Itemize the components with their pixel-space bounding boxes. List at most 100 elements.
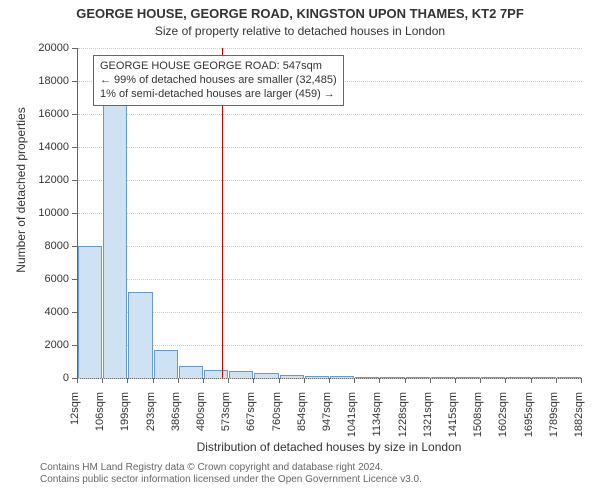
y-tick-label: 8000	[0, 240, 69, 252]
x-tick-label: 1041sqm	[346, 392, 358, 447]
property-size-histogram: GEORGE HOUSE, GEORGE ROAD, KINGSTON UPON…	[0, 0, 600, 500]
attribution-line2: Contains public sector information licen…	[40, 474, 422, 486]
y-tick	[72, 345, 77, 346]
annotation-line: GEORGE HOUSE GEORGE ROAD: 547sqm	[100, 60, 337, 74]
y-tick-label: 0	[0, 372, 69, 384]
annotation-line: 1% of semi-detached houses are larger (4…	[100, 88, 337, 102]
annotation-box: GEORGE HOUSE GEORGE ROAD: 547sqm← 99% of…	[93, 55, 344, 106]
x-tick-label: 1508sqm	[472, 392, 484, 447]
chart-subtitle: Size of property relative to detached ho…	[0, 24, 600, 38]
y-tick	[72, 81, 77, 82]
x-tick-label: 1228sqm	[397, 392, 409, 447]
grid-line	[78, 345, 582, 346]
grid-line	[78, 147, 582, 148]
x-tick	[279, 378, 280, 383]
grid-line	[78, 246, 582, 247]
y-tick-label: 18000	[0, 75, 69, 87]
histogram-bar	[254, 373, 278, 378]
histogram-bar	[406, 377, 430, 378]
y-tick-label: 6000	[0, 273, 69, 285]
x-tick-label: 1321sqm	[422, 392, 434, 447]
x-tick	[329, 378, 330, 383]
x-tick	[430, 378, 431, 383]
x-tick-label: 199sqm	[119, 392, 131, 447]
histogram-bar	[330, 376, 354, 378]
x-tick	[127, 378, 128, 383]
histogram-bar	[380, 377, 404, 378]
attribution-text: Contains HM Land Registry data © Crown c…	[40, 462, 422, 486]
histogram-bar	[557, 377, 581, 378]
y-tick	[72, 213, 77, 214]
y-tick	[72, 180, 77, 181]
x-tick-label: 1789sqm	[548, 392, 560, 447]
x-tick	[505, 378, 506, 383]
x-tick-label: 106sqm	[94, 392, 106, 447]
histogram-bar	[355, 377, 379, 378]
y-tick	[72, 312, 77, 313]
histogram-bar	[128, 292, 152, 378]
x-tick-label: 480sqm	[195, 392, 207, 447]
histogram-bar	[229, 371, 253, 378]
histogram-bar	[506, 377, 530, 378]
x-tick	[556, 378, 557, 383]
x-tick	[581, 378, 582, 383]
x-tick	[253, 378, 254, 383]
y-tick-label: 16000	[0, 108, 69, 120]
x-tick	[77, 378, 78, 383]
x-tick-label: 1882sqm	[573, 392, 585, 447]
x-tick	[405, 378, 406, 383]
grid-line	[78, 378, 582, 379]
histogram-bar	[103, 104, 127, 378]
x-tick-label: 854sqm	[296, 392, 308, 447]
x-tick-label: 1602sqm	[497, 392, 509, 447]
histogram-bar	[305, 376, 329, 378]
x-tick-label: 1134sqm	[371, 392, 383, 447]
y-tick-label: 2000	[0, 339, 69, 351]
x-tick	[203, 378, 204, 383]
y-tick	[72, 48, 77, 49]
x-tick	[455, 378, 456, 383]
histogram-bar	[532, 377, 556, 378]
x-tick	[228, 378, 229, 383]
histogram-bar	[179, 366, 203, 378]
x-tick-label: 667sqm	[245, 392, 257, 447]
histogram-bar	[280, 375, 304, 378]
histogram-bar	[481, 377, 505, 378]
histogram-bar	[456, 377, 480, 378]
x-tick	[354, 378, 355, 383]
x-tick-label: 293sqm	[145, 392, 157, 447]
x-tick	[153, 378, 154, 383]
histogram-bar	[431, 377, 455, 378]
histogram-bar	[154, 350, 178, 378]
x-tick-label: 573sqm	[220, 392, 232, 447]
grid-line	[78, 312, 582, 313]
grid-line	[78, 48, 582, 49]
x-tick	[304, 378, 305, 383]
histogram-bar	[78, 246, 102, 378]
y-tick	[72, 279, 77, 280]
x-tick	[379, 378, 380, 383]
x-tick-label: 760sqm	[271, 392, 283, 447]
x-tick	[531, 378, 532, 383]
y-tick-label: 4000	[0, 306, 69, 318]
y-tick-label: 20000	[0, 42, 69, 54]
y-tick-label: 12000	[0, 174, 69, 186]
histogram-bar	[204, 370, 228, 378]
annotation-line: ← 99% of detached houses are smaller (32…	[100, 74, 337, 88]
y-tick	[72, 147, 77, 148]
x-tick	[480, 378, 481, 383]
x-tick-label: 12sqm	[69, 392, 81, 447]
x-tick	[178, 378, 179, 383]
grid-line	[78, 180, 582, 181]
x-tick-label: 1415sqm	[447, 392, 459, 447]
x-tick	[102, 378, 103, 383]
x-tick-label: 1695sqm	[523, 392, 535, 447]
x-tick-label: 386sqm	[170, 392, 182, 447]
y-tick	[72, 114, 77, 115]
attribution-line1: Contains HM Land Registry data © Crown c…	[40, 462, 422, 474]
y-tick-label: 10000	[0, 207, 69, 219]
grid-line	[78, 114, 582, 115]
grid-line	[78, 213, 582, 214]
y-tick	[72, 246, 77, 247]
y-tick-label: 14000	[0, 141, 69, 153]
